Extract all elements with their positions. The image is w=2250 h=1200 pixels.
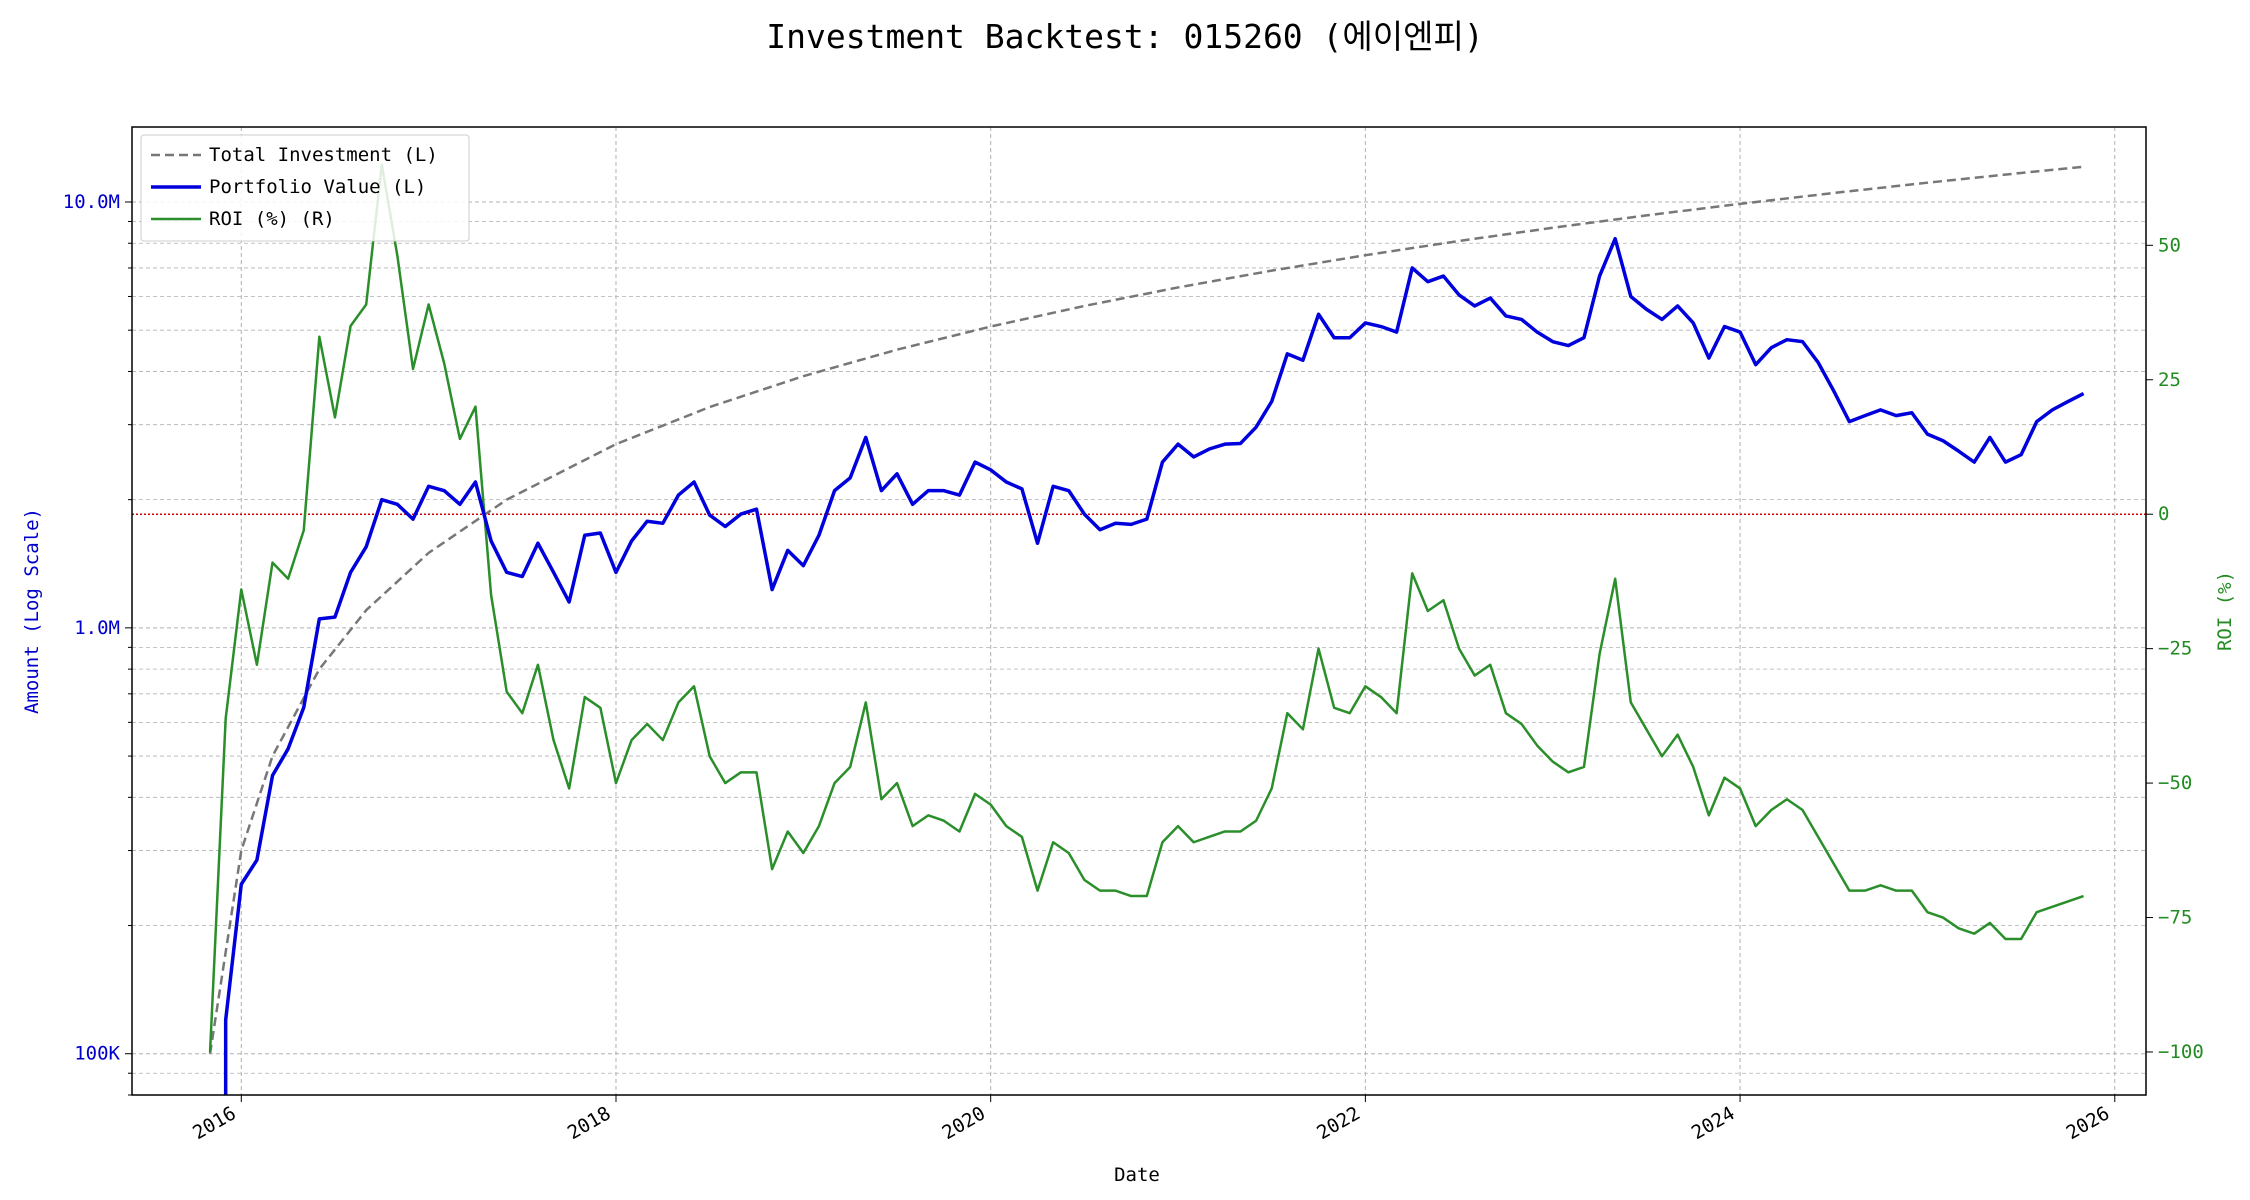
y-right-tick-label: 0 <box>2158 503 2169 525</box>
chart-title: Investment Backtest: 015260 (에이엔피) <box>766 17 1483 56</box>
y-left-tick-label: 1.0M <box>74 617 120 639</box>
y-left-tick-label: 100K <box>74 1043 120 1065</box>
portfolio-value-line <box>223 236 2085 1095</box>
y-right-tick-label: −100 <box>2158 1041 2204 1063</box>
roi-line <box>208 163 2084 1053</box>
y-right-tick-label: −50 <box>2158 772 2192 794</box>
plot-frame <box>131 126 2147 1096</box>
grid-layer <box>132 127 2146 1096</box>
tick-layer: 2016 2018 2020 2022 2024 2026100K1.0M10.0M−10… <box>63 191 2204 1144</box>
legend-box <box>140 134 470 242</box>
series-layer <box>132 163 2146 1095</box>
y-left-tick-label: 10.0M <box>63 191 120 213</box>
y-right-tick-label: 50 <box>2158 234 2181 256</box>
legend-label: Total Investment (L) <box>209 144 438 166</box>
y-right-tick-label: 25 <box>2158 369 2181 391</box>
y-right-tick-label: −75 <box>2158 907 2192 929</box>
y-right-tick-label: −25 <box>2158 638 2192 660</box>
legend: Total Investment (L) Portfolio Value (L) R… <box>140 134 470 242</box>
y-axis-left-label: Amount (Log Scale) <box>21 508 43 714</box>
y-axis-right-label: ROI (%) <box>2214 571 2236 651</box>
x-axis-label: Date <box>1114 1164 1160 1186</box>
legend-label: Portfolio Value (L) <box>209 176 426 198</box>
total-investment-line <box>208 165 2084 1054</box>
legend-label: ROI (%) (R) <box>209 208 335 230</box>
